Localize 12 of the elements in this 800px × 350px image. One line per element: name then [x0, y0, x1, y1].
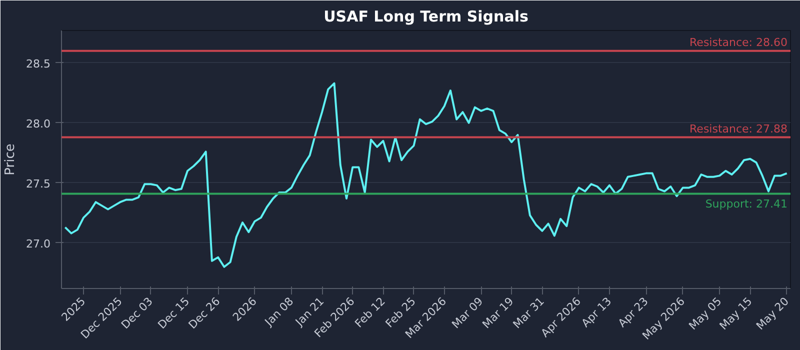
chart-title: USAF Long Term Signals [324, 8, 528, 26]
y-tick-label: 28.0 [26, 117, 51, 130]
ref-line-label: Resistance: 27.88 [690, 122, 788, 136]
x-tick-label: Apr 13 [579, 294, 614, 330]
y-tick-label: 28.5 [26, 57, 51, 70]
y-tick-label: 27.5 [26, 177, 51, 190]
ref-line-label: Support: 27.41 [705, 198, 788, 211]
x-tick-label: Jan 08 [262, 294, 296, 330]
y-axis-title: Price [3, 144, 18, 176]
y-tick-label: 27.0 [26, 237, 51, 250]
line-series [64, 82, 788, 268]
ref-line-label: Resistance: 28.60 [690, 36, 788, 49]
